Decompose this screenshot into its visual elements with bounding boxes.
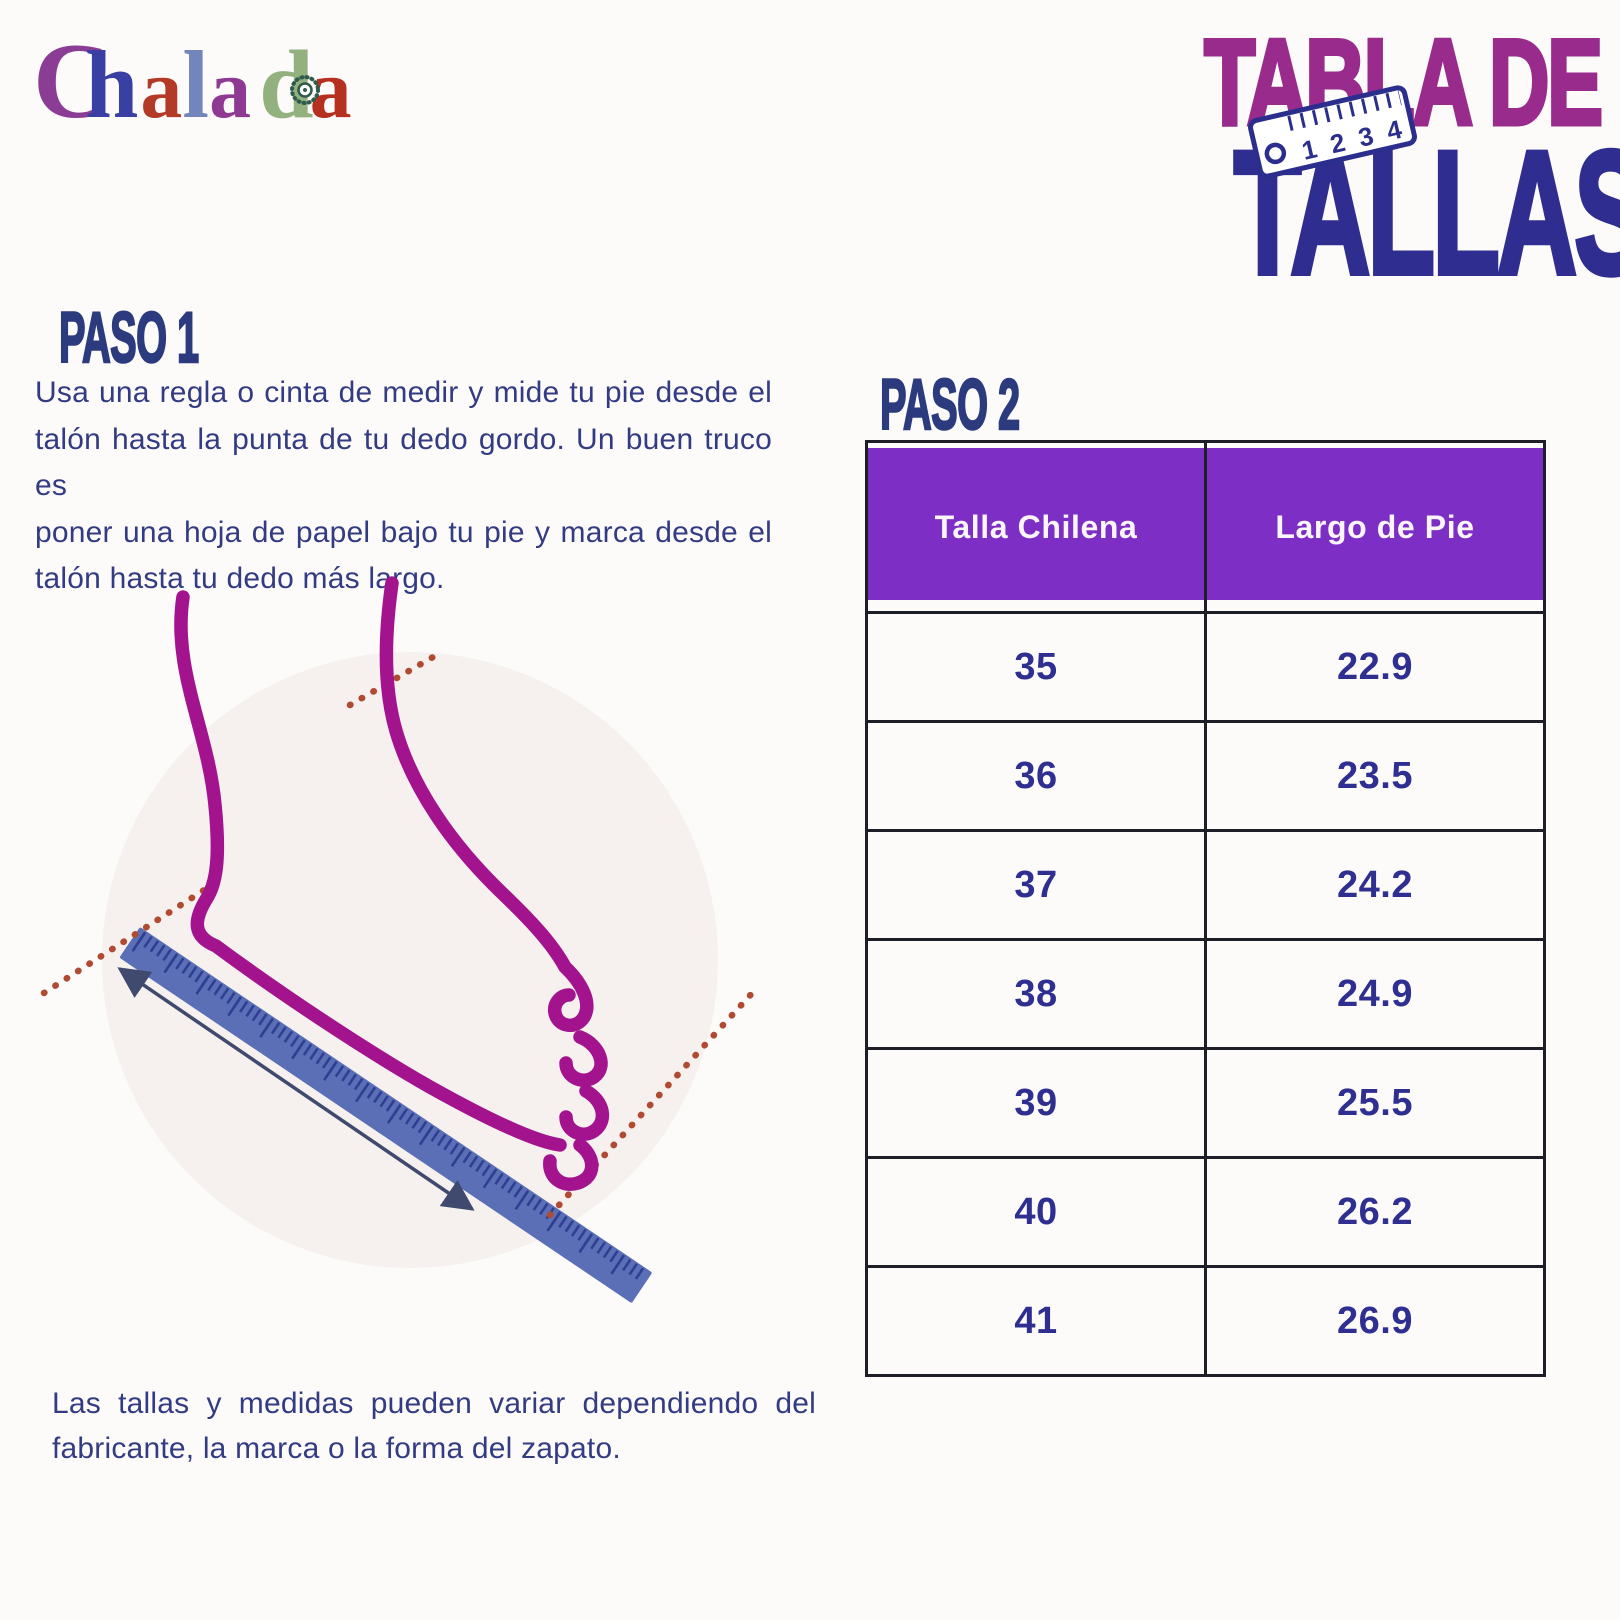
column-header-largo-de-pie: Largo de Pie xyxy=(1204,440,1546,614)
size-cell: 38 xyxy=(865,938,1207,1050)
size-cell: 36 xyxy=(865,720,1207,832)
size-cell: 35 xyxy=(865,611,1207,723)
table-row: 37 24.2 xyxy=(865,829,1546,941)
instruction-line: talón hasta la punta de tu dedo gordo. U… xyxy=(35,422,772,503)
disclaimer-line: fabricante, la marca o la forma del zapa… xyxy=(52,1432,621,1465)
paso1-instructions: Usa una regla o cinta de medir y mide tu… xyxy=(35,370,772,603)
length-cell: 23.5 xyxy=(1204,720,1546,832)
table-row: 41 26.9 xyxy=(865,1265,1546,1377)
logo-letter: a xyxy=(140,43,183,136)
table-row: 36 23.5 xyxy=(865,720,1546,832)
paso2-heading: PASO 2 xyxy=(879,366,1020,445)
ruler-number: 1 xyxy=(1299,133,1320,165)
size-cell: 39 xyxy=(865,1047,1207,1159)
logo-letter: a xyxy=(209,43,252,136)
instruction-line: talón hasta tu dedo más largo. xyxy=(35,562,445,595)
paso1-heading: PASO 1 xyxy=(58,299,199,378)
table-row: 38 24.9 xyxy=(865,938,1546,1050)
measurement-arrow xyxy=(117,967,475,1211)
ruler-number: 2 xyxy=(1327,127,1348,159)
length-cell: 25.5 xyxy=(1204,1047,1546,1159)
disclaimer: Las tallas y medidas pueden variar depen… xyxy=(52,1381,816,1471)
ruler-number: 3 xyxy=(1355,120,1376,152)
logo-letter: C xyxy=(33,22,111,141)
size-cell: 41 xyxy=(865,1265,1207,1377)
foot-outline xyxy=(174,576,610,1191)
size-cell: 40 xyxy=(865,1156,1207,1268)
foot-measurement-illustration xyxy=(40,576,759,1303)
length-cell: 22.9 xyxy=(1204,611,1546,723)
table-row: 39 25.5 xyxy=(865,1047,1546,1159)
ruler-icon: 1 2 3 4 xyxy=(1248,85,1417,179)
length-cell: 24.2 xyxy=(1204,829,1546,941)
size-cell: 37 xyxy=(865,829,1207,941)
disclaimer-line: Las tallas y medidas pueden variar depen… xyxy=(52,1387,816,1420)
column-header-talla-chilena: Talla Chilena xyxy=(865,440,1207,614)
table-row: 35 22.9 xyxy=(865,611,1546,723)
flower-rosette-icon xyxy=(290,75,320,105)
instruction-line: Usa una regla o cinta de medir y mide tu… xyxy=(35,376,772,409)
length-cell: 24.9 xyxy=(1204,938,1546,1050)
table-header-row: Talla Chilena Largo de Pie xyxy=(865,440,1546,614)
table-row: 40 26.2 xyxy=(865,1156,1546,1268)
illustration-background-circle xyxy=(102,652,718,1268)
brand-logo: C h a l a d a xyxy=(33,28,352,136)
logo-letter: l xyxy=(182,31,210,138)
ruler-number: 4 xyxy=(1384,114,1405,147)
logo-letter: h xyxy=(85,31,139,138)
length-cell: 26.9 xyxy=(1204,1265,1546,1377)
instruction-line: poner una hoja de papel bajo tu pie y ma… xyxy=(35,515,772,549)
ruler-zero-mark xyxy=(1264,142,1287,165)
length-cell: 26.2 xyxy=(1204,1156,1546,1268)
toe-dotted-guide-line xyxy=(546,986,759,1219)
ankle-dotted-guide-line xyxy=(346,649,444,709)
size-table: Talla Chilena Largo de Pie 35 22.9 36 23… xyxy=(865,440,1546,1377)
